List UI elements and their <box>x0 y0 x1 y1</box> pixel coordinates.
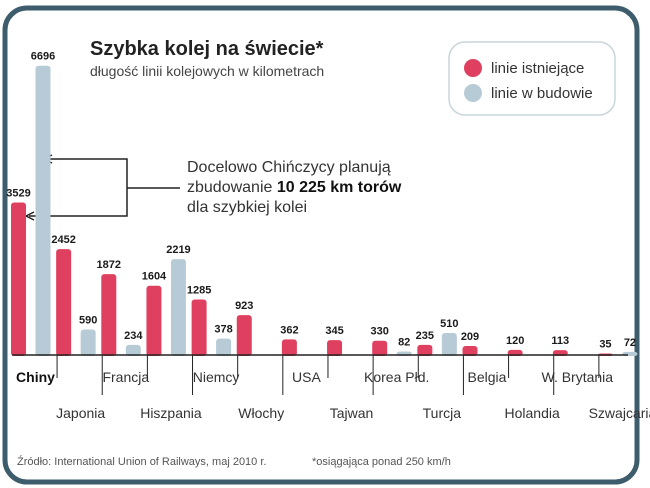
category-label-japonia: Japonia <box>56 405 105 421</box>
bar-building-japonia-value: 590 <box>79 315 97 327</box>
bar-existing-japonia-value: 2452 <box>51 234 75 246</box>
source-note: Źródło: International Union of Railways,… <box>17 455 266 468</box>
bar-existing-hiszpania <box>146 285 162 356</box>
legend: linie istniejące linie w budowie <box>448 41 616 116</box>
bar-building-japonia <box>80 329 96 356</box>
bar-building-chiny <box>35 65 51 357</box>
category-label-w-brytania: W. Brytania <box>542 369 614 385</box>
bar-existing-francja-value: 1872 <box>97 259 121 271</box>
bar-existing-korea-płd <box>372 340 388 356</box>
category-label-group: Chiny Japonia Francja Hiszpania Niemcy Włochy… <box>16 355 650 421</box>
bar-building-turcja <box>441 332 457 356</box>
bar-building-francja-value: 234 <box>124 330 143 342</box>
bar-group <box>11 65 638 357</box>
bar-existing-tajwan <box>327 340 343 356</box>
category-label-niemcy: Niemcy <box>193 369 240 385</box>
legend-swatch-building <box>464 84 482 102</box>
category-label-turcja: Turcja <box>423 405 462 421</box>
category-label-usa: USA <box>292 369 321 385</box>
bar-building-szwajcaria-value: 72 <box>624 337 636 349</box>
bar-building-niemcy-value: 378 <box>214 324 232 336</box>
bar-existing-japonia <box>56 249 72 356</box>
bar-existing-holandia-value: 120 <box>506 335 524 347</box>
bar-existing-usa-value: 362 <box>280 324 298 336</box>
annotation-line-2: zbudowanie 10 225 km torów <box>187 179 402 196</box>
bar-existing-turcja <box>417 344 433 356</box>
category-label-holandia: Holandia <box>505 405 560 421</box>
bar-building-turcja-value: 510 <box>440 318 458 330</box>
legend-label-existing: linie istniejące <box>491 60 584 77</box>
annotation-line-2-prefix: zbudowanie <box>187 179 277 196</box>
bar-existing-belgia-value: 209 <box>461 331 479 343</box>
category-label-belgia: Belgia <box>468 369 507 385</box>
annotation-line-3: dla szybkiej kolei <box>187 199 307 216</box>
bar-existing-szwajcaria-value: 35 <box>599 338 611 350</box>
category-label-hiszpania: Hiszpania <box>140 405 202 421</box>
category-label-włochy: Włochy <box>238 405 284 421</box>
legend-swatch-existing <box>464 59 482 77</box>
bar-existing-włochy <box>236 315 252 356</box>
bar-existing-niemcy-value: 1285 <box>187 284 211 296</box>
bar-building-hiszpania <box>170 259 186 356</box>
bar-existing-w-brytania-value: 113 <box>551 335 569 347</box>
bar-existing-tajwan-value: 345 <box>325 325 343 337</box>
annotation-line-1: Docelowo Chińczycy planują <box>187 159 391 176</box>
bar-building-korea-płd-value: 82 <box>398 336 410 348</box>
bar-existing-turcja-value: 235 <box>416 330 434 342</box>
annotation-line-2-bold: 10 225 km torów <box>277 179 402 196</box>
chart-title: Szybka kolej na świecie* <box>90 38 324 60</box>
bar-existing-hiszpania-value: 1604 <box>142 271 167 283</box>
bar-building-chiny-value: 6696 <box>31 51 55 63</box>
bar-existing-chiny-value: 3529 <box>6 188 30 200</box>
bar-building-francja <box>125 344 141 356</box>
frame-border <box>2 5 640 485</box>
bar-existing-chiny <box>11 202 26 356</box>
bar-existing-włochy-value: 923 <box>235 300 253 312</box>
bar-existing-usa <box>281 339 297 356</box>
category-label-chiny: Chiny <box>16 369 55 385</box>
bar-existing-belgia <box>462 345 478 356</box>
legend-box <box>448 41 616 116</box>
category-label-francja: Francja <box>102 369 149 385</box>
category-label-szwajcaria: Szwajcaria <box>589 405 650 421</box>
bar-building-hiszpania-value: 2219 <box>166 244 190 256</box>
category-label-tajwan: Tajwan <box>330 405 374 421</box>
bar-existing-niemcy <box>191 299 207 356</box>
bar-existing-korea-płd-value: 330 <box>371 326 389 338</box>
category-label-korea-płd: Korea Płd. <box>364 369 429 385</box>
legend-label-building: linie w budowie <box>491 85 593 102</box>
footnote: *osiągająca ponad 250 km/h <box>312 456 451 468</box>
chart-subtitle: długość linii kolejowych w kilometrach <box>90 63 324 79</box>
bar-building-niemcy <box>216 338 232 356</box>
bar-existing-francja <box>101 274 117 356</box>
value-label-group: 3529 6696 2452 590 1872 234 1604 2219 1285 378923… <box>6 51 636 351</box>
